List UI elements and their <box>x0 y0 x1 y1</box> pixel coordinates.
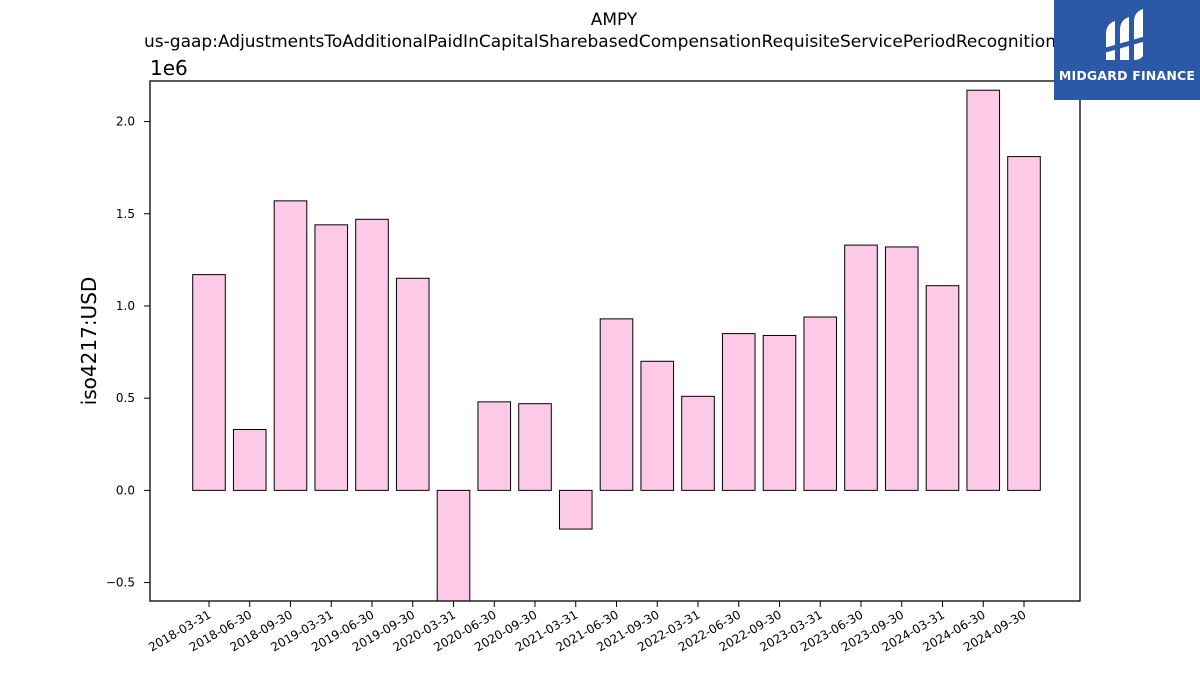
plot-area <box>192 89 1041 601</box>
y-tick-label: 1.0 <box>116 299 135 313</box>
bar-2022-06-30 <box>721 333 756 491</box>
bar-2021-03-31 <box>558 489 593 530</box>
bar-2018-06-30 <box>232 429 267 491</box>
bar-2023-06-30 <box>844 244 878 491</box>
bar-2024-09-30 <box>1007 156 1041 491</box>
chart-subtitle: us-gaap:AdjustmentsToAdditionalPaidInCap… <box>144 32 1056 52</box>
bar-2020-06-30 <box>477 401 512 491</box>
bar-2024-06-30 <box>966 89 1001 491</box>
bar-2023-03-31 <box>803 316 838 491</box>
logo-text: MIDGARD FINANCE <box>1058 68 1196 83</box>
plot-frame <box>149 80 1081 602</box>
bar-2019-09-30 <box>395 277 430 491</box>
bar-2021-09-30 <box>640 360 675 491</box>
bar-2022-03-31 <box>681 395 715 491</box>
bar-2019-06-30 <box>355 218 389 491</box>
bar-2020-03-31 <box>436 489 471 601</box>
y-tick-label: 2.0 <box>116 115 135 129</box>
bar-2022-09-30 <box>762 334 797 491</box>
bar-2018-03-31 <box>192 274 226 491</box>
bar-2020-09-30 <box>518 403 552 491</box>
y-axis-label: iso4217:USD <box>77 277 101 406</box>
y-tick-label: 0.0 <box>116 483 135 497</box>
bar-2018-09-30 <box>273 200 308 491</box>
chart-title: AMPY <box>591 10 638 30</box>
brand-logo: MIDGARD FINANCE <box>1054 0 1200 100</box>
bar-2024-03-31 <box>925 285 960 491</box>
x-axis: 2018-03-312018-06-302018-09-302019-03-31… <box>146 601 1029 654</box>
y-tick-label: 0.5 <box>116 391 135 405</box>
bar-2023-09-30 <box>884 246 919 491</box>
y-tick-label: −0.5 <box>106 576 135 590</box>
logo-mark-icon <box>1104 9 1146 60</box>
y-axis-offset-label: 1e6 <box>150 56 188 80</box>
bar-2021-06-30 <box>599 318 634 491</box>
y-tick-label: 1.5 <box>116 207 135 221</box>
y-axis: −0.5 0.0 0.5 1.0 1.5 2.0 <box>106 115 150 590</box>
bar-2019-03-31 <box>314 224 349 491</box>
